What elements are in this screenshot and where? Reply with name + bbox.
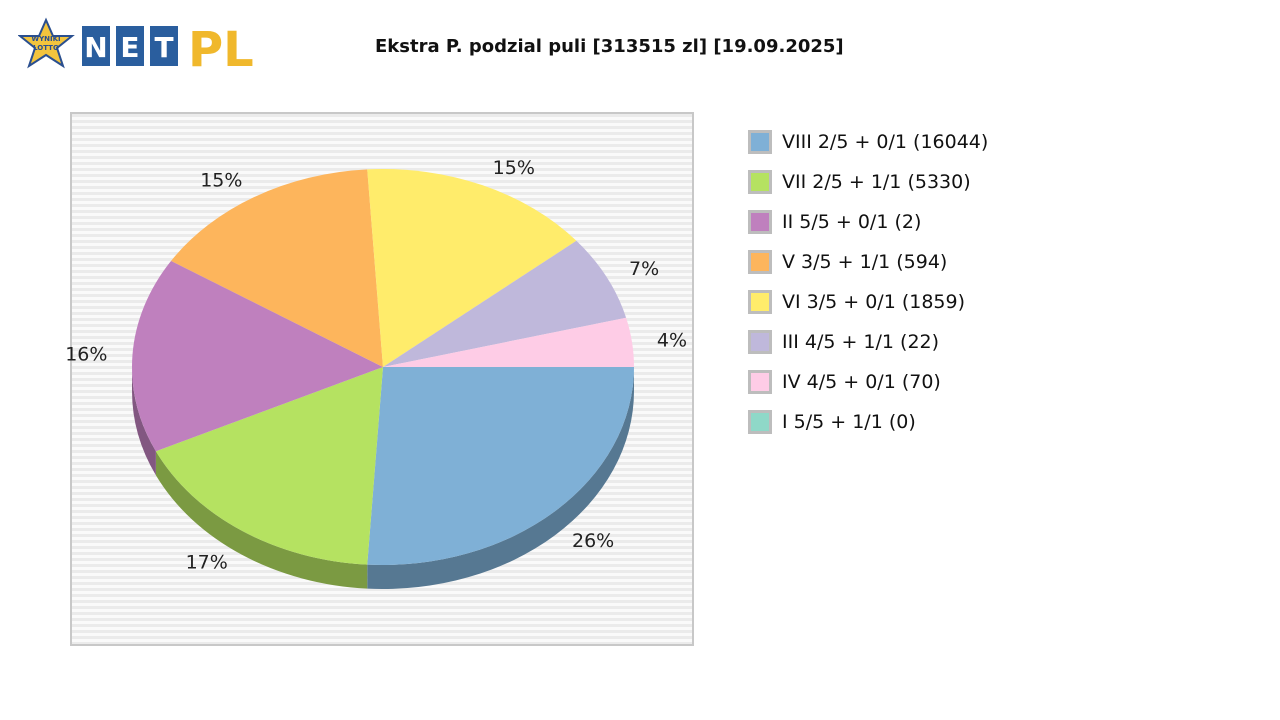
pie-slice-2 [132, 260, 383, 452]
legend-swatch-2 [748, 210, 772, 234]
pie-slice-5 [383, 240, 627, 367]
logo-letter-t: T [154, 31, 173, 64]
netpl-logo: WYNIKI LOTTO N E T PL [18, 17, 254, 78]
chart-title: Ekstra P. podzial puli [313515 zl] [19.0… [375, 36, 844, 57]
pie-label-6: 4% [657, 330, 687, 352]
legend: VIII 2/5 + 0/1 (16044) VII 2/5 + 1/1 (533… [748, 122, 988, 442]
legend-item-2: II 5/5 + 0/1 (2) [748, 202, 988, 242]
pie-label-5: 7% [629, 258, 659, 280]
pie-slice-6 [383, 317, 634, 367]
logo-letter-e: E [120, 31, 139, 64]
legend-label-2: II 5/5 + 0/1 (2) [782, 211, 922, 233]
legend-swatch-1 [748, 170, 772, 194]
pie-side-1 [155, 451, 368, 589]
pie-slice-1 [155, 367, 383, 565]
legend-item-4: VI 3/5 + 0/1 (1859) [748, 282, 988, 322]
legend-swatch-5 [748, 330, 772, 354]
legend-label-5: III 4/5 + 1/1 (22) [782, 331, 940, 353]
pie-label-4: 15% [493, 157, 535, 179]
pie-side-0 [367, 367, 634, 589]
logo-badge-text-2: LOTTO [33, 44, 59, 52]
pie-label-0: 26% [572, 530, 614, 552]
pie-slice-0 [367, 367, 634, 565]
legend-label-0: VIII 2/5 + 0/1 (16044) [782, 131, 989, 153]
legend-item-6: IV 4/5 + 0/1 (70) [748, 362, 988, 402]
pie-label-3: 15% [200, 170, 242, 192]
legend-swatch-3 [748, 250, 772, 274]
star-icon [18, 17, 75, 69]
legend-item-0: VIII 2/5 + 0/1 (16044) [748, 122, 988, 162]
legend-label-7: I 5/5 + 1/1 (0) [782, 411, 916, 433]
pie-label-1: 17% [186, 552, 228, 574]
legend-item-7: I 5/5 + 1/1 (0) [748, 402, 988, 442]
legend-label-4: VI 3/5 + 0/1 (1859) [782, 291, 966, 313]
legend-item-1: VII 2/5 + 1/1 (5330) [748, 162, 988, 202]
legend-swatch-7 [748, 410, 772, 434]
legend-label-1: VII 2/5 + 1/1 (5330) [782, 171, 971, 193]
legend-item-3: V 3/5 + 1/1 (594) [748, 242, 988, 282]
legend-swatch-6 [748, 370, 772, 394]
logo-suffix: PL [188, 22, 254, 78]
pie-side-2 [132, 367, 156, 476]
pie-slice-4 [367, 169, 577, 367]
legend-swatch-0 [748, 130, 772, 154]
logo-letter-n: N [84, 31, 107, 64]
legend-swatch-4 [748, 290, 772, 314]
legend-label-3: V 3/5 + 1/1 (594) [782, 251, 948, 273]
legend-label-6: IV 4/5 + 0/1 (70) [782, 371, 941, 393]
pie-slice-3 [171, 169, 383, 367]
logo-badge-text-1: WYNIKI [31, 35, 60, 43]
pie-label-2: 16% [65, 343, 107, 365]
legend-item-5: III 4/5 + 1/1 (22) [748, 322, 988, 362]
